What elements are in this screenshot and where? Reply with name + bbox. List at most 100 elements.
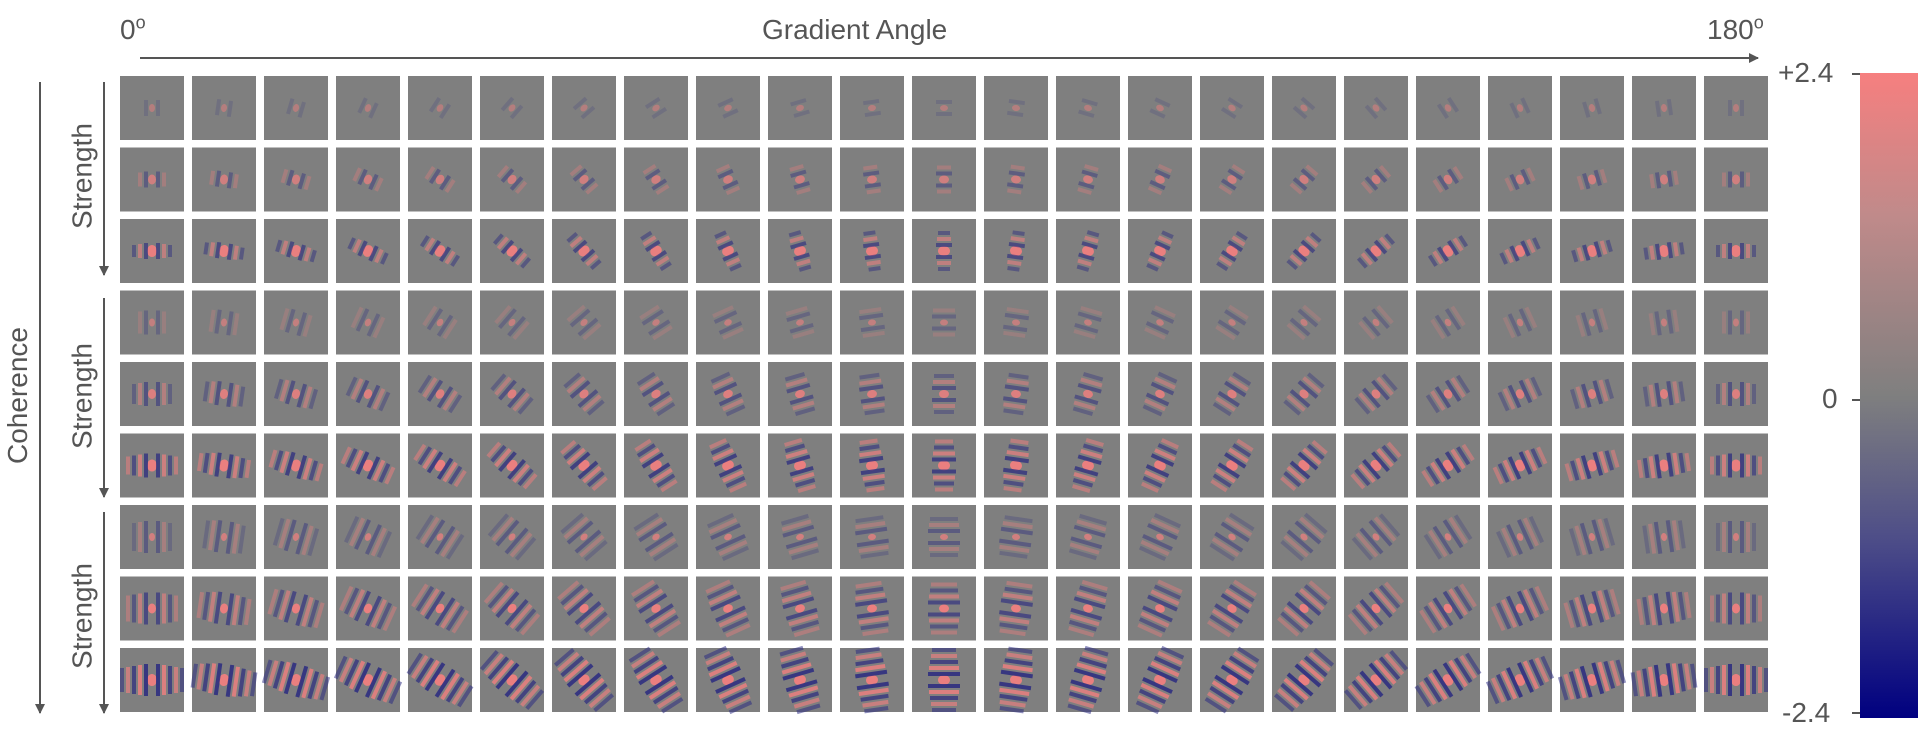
filter-tile xyxy=(479,648,545,712)
filter-tile xyxy=(264,505,328,569)
filter-tile xyxy=(480,433,544,498)
filter-tile xyxy=(1344,433,1408,498)
filter-tile xyxy=(1488,290,1552,355)
filter-tile xyxy=(408,76,472,140)
filter-tile xyxy=(840,433,904,498)
filter-tile xyxy=(1416,147,1480,212)
colorbar-max-label: +2.4 xyxy=(1778,57,1834,88)
filter-tile xyxy=(984,147,1048,212)
filter-tile xyxy=(984,290,1048,355)
filter-tile xyxy=(696,505,760,569)
filter-tile xyxy=(1200,646,1264,714)
filter-tile xyxy=(336,433,400,498)
filter-tile xyxy=(1488,433,1552,498)
filter-tile xyxy=(696,219,760,283)
filter-tile xyxy=(840,290,904,355)
filter-tile xyxy=(1056,290,1120,355)
filter-tile xyxy=(192,576,256,641)
filter-tile xyxy=(1416,433,1480,498)
filter-tile xyxy=(696,76,760,140)
strength-label-2: Strength xyxy=(66,343,98,449)
filter-tile xyxy=(120,505,184,569)
filter-tile xyxy=(408,576,472,641)
filter-tile xyxy=(1200,219,1264,283)
filter-tile xyxy=(912,576,976,641)
filter-tile xyxy=(1344,290,1408,355)
filter-tile xyxy=(1200,576,1264,641)
filter-tile xyxy=(552,362,616,426)
filter-tile xyxy=(1343,648,1409,712)
filter-tile xyxy=(1056,645,1120,715)
filter-tile xyxy=(912,433,976,498)
filter-tile xyxy=(1416,76,1480,140)
filter-tile xyxy=(552,147,616,212)
filter-tile xyxy=(1632,219,1696,283)
filter-tile xyxy=(264,147,328,212)
filter-tile xyxy=(1560,362,1624,426)
filter-tile xyxy=(840,646,904,714)
filter-tile xyxy=(408,505,472,569)
colorbar-tick-top xyxy=(1852,73,1860,75)
filter-tile xyxy=(408,147,472,212)
filter-tile xyxy=(624,576,688,641)
filter-tile xyxy=(552,576,616,641)
filter-tile xyxy=(768,147,832,212)
filter-tile xyxy=(912,505,976,569)
filter-tile xyxy=(912,147,976,212)
filter-tile xyxy=(1416,505,1480,569)
filter-tile xyxy=(1414,648,1482,712)
filter-tile xyxy=(1272,290,1336,355)
filter-tile xyxy=(624,646,688,714)
filter-tile xyxy=(1128,219,1192,283)
filter-tile xyxy=(1704,648,1768,712)
filter-tile xyxy=(552,76,616,140)
filter-tile xyxy=(552,219,616,283)
filter-tile xyxy=(480,576,544,641)
filter-tile xyxy=(768,219,832,283)
filter-tile xyxy=(1056,433,1120,498)
filter-tile xyxy=(1056,505,1120,569)
strength-label-3: Strength xyxy=(66,563,98,669)
colorbar xyxy=(1860,73,1918,718)
filter-tile xyxy=(192,219,256,283)
filter-tile xyxy=(984,76,1048,140)
filter-tile xyxy=(1704,576,1768,641)
filter-tile xyxy=(1128,433,1192,498)
filter-tile xyxy=(480,76,544,140)
filter-tile xyxy=(1272,505,1336,569)
filter-tile xyxy=(1560,433,1624,498)
filter-tile xyxy=(480,362,544,426)
filter-tile xyxy=(696,290,760,355)
filter-tile xyxy=(1416,290,1480,355)
filter-tile xyxy=(696,362,760,426)
filter-tile xyxy=(624,505,688,569)
filter-tile xyxy=(1200,433,1264,498)
filter-tile xyxy=(480,290,544,355)
filter-tile xyxy=(768,645,832,715)
filter-tile xyxy=(120,290,184,355)
filter-tile xyxy=(1632,576,1696,641)
angle-start-label: 0o xyxy=(120,12,146,45)
filter-tile xyxy=(1128,290,1192,355)
filter-tile xyxy=(1488,362,1552,426)
filter-tile xyxy=(1344,147,1408,212)
filter-tile xyxy=(1272,576,1336,641)
filter-tile xyxy=(120,648,184,712)
filter-tile xyxy=(624,219,688,283)
filter-tile xyxy=(1416,362,1480,426)
gradient-angle-title: Gradient Angle xyxy=(762,14,948,45)
filter-tile xyxy=(264,219,328,283)
filter-tile xyxy=(1128,505,1192,569)
filter-tile xyxy=(480,147,544,212)
filter-tile xyxy=(552,505,616,569)
filter-tile xyxy=(408,219,472,283)
filter-tile xyxy=(1344,576,1408,641)
filter-tile xyxy=(408,290,472,355)
filter-tile xyxy=(1488,147,1552,212)
filter-tile xyxy=(624,362,688,426)
filter-tile xyxy=(912,648,976,712)
strength-label-1: Strength xyxy=(66,123,98,229)
filter-tile xyxy=(1128,362,1192,426)
filter-tile xyxy=(624,76,688,140)
filter-tile xyxy=(912,290,976,355)
